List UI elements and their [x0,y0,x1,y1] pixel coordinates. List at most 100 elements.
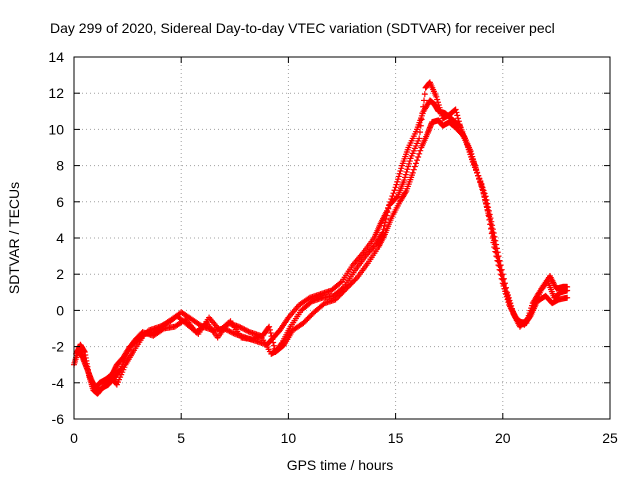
data-point-interp [492,245,499,252]
data-point-interp [497,262,504,269]
x-tick-label: 0 [70,430,78,446]
data-point-interp [405,163,412,170]
data-point-interp [240,325,247,332]
data-point-interp [241,326,248,333]
data-point-interp [498,266,505,273]
data-point [452,106,459,113]
data-point-interp [436,104,443,111]
data-point-interp [456,121,463,128]
data-point-interp [305,314,312,321]
data-point-interp [383,212,390,219]
data-point-interp [474,169,481,176]
data-point-interp [396,170,403,177]
data-point-interp [418,116,425,123]
data-point-interp [395,176,402,183]
axis-ticks: 0 5 10 15 20 25 -6 -4 -2 0 2 4 6 8 10 12 14 [48,49,618,446]
y-tick-label: 0 [56,302,64,318]
data-point-interp [410,166,417,173]
x-tick-label: 25 [602,430,618,446]
data-point-interp [385,205,392,212]
data-point-interp [457,124,464,131]
x-tick-label: 20 [495,430,511,446]
data-point [379,229,386,236]
data-point-interp [382,219,389,226]
x-tick-label: 5 [177,430,185,446]
data-point-interp [489,229,496,236]
data-point-interp [244,327,251,334]
data-point-interp [304,315,311,322]
data-point [409,169,416,176]
y-axis-label: SDTVAR / TECUs [6,182,22,294]
data-point-interp [278,341,285,348]
data-point [236,323,243,330]
data-point [493,249,500,256]
data-point-interp [242,327,249,334]
data-point-interp [226,319,233,326]
chart-title: Day 299 of 2020, Sidereal Day-to-day VTE… [50,20,555,36]
data-point-interp [237,324,244,331]
data-point-interp [500,281,507,288]
data-point [480,189,487,196]
data-point-interp [402,171,409,178]
data-point-interp [473,165,479,172]
x-tick-label: 10 [281,430,297,446]
data-point-interp [499,271,506,278]
data-point-interp [476,176,483,183]
data-point-interp [416,129,423,136]
data-point-interp [333,295,340,302]
data-points [71,79,571,397]
data-point-interp [484,206,491,213]
data-point-interp [487,220,494,227]
data-point-interp [421,91,428,98]
data-point-interp [395,173,402,180]
y-tick-label: 6 [56,194,64,210]
data-point-interp [490,237,497,244]
data-point-interp [495,258,502,265]
data-point-interp [270,339,277,346]
data-point-interp [229,329,236,336]
data-point-interp [390,190,397,197]
grid-lines [74,57,610,419]
data-point-interp [269,336,276,343]
data-point-interp [419,110,426,117]
data-point-interp [406,160,412,167]
data-point-interp [414,157,421,164]
series-2 [75,79,571,395]
data-point-interp [497,267,504,274]
data-point-interp [238,325,245,332]
data-point-interp [401,174,408,181]
data-point [433,93,440,100]
data-point-interp [454,112,461,119]
data-point-interp [391,187,398,194]
data-point [300,320,307,327]
data-point-interp [225,327,232,334]
data-point-interp [479,186,486,193]
data-point-interp [266,326,273,333]
data-point-interp [496,263,503,270]
data-point-interp [389,193,396,200]
data-point-interp [455,118,462,125]
data-point-interp [417,147,424,154]
data-point-interp [488,225,495,232]
data-point-interp [393,181,400,188]
data-point-interp [380,226,387,233]
y-tick-label: -2 [52,339,65,355]
data-point-interp [435,101,442,108]
data-point-interp [491,241,498,248]
x-tick-label: 15 [388,430,404,446]
data-point-interp [499,276,506,283]
data-point-interp [458,127,465,134]
y-tick-label: -6 [52,411,65,427]
data-point-interp [308,311,315,318]
data-point-interp [335,293,342,300]
data-point [401,177,408,184]
data-point [495,253,502,260]
data-point-interp [485,210,492,217]
data-point-interp [270,342,277,349]
data-point [564,287,571,294]
data-point-interp [339,285,346,292]
data-point-interp [402,189,409,196]
data-point-interp [496,257,503,264]
